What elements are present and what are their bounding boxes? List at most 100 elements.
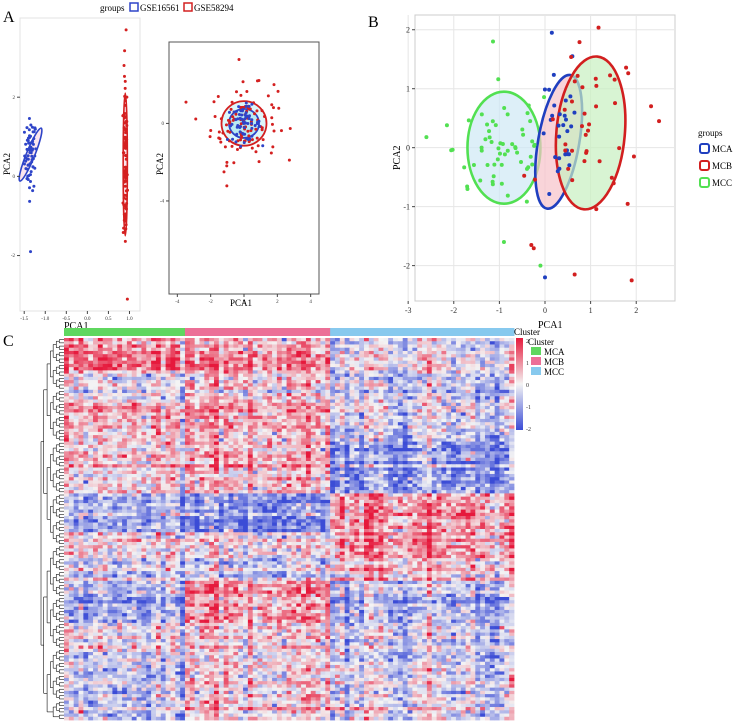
heat-cell	[364, 409, 370, 413]
heat-cell	[281, 341, 287, 345]
heat-cell	[223, 380, 229, 384]
heat-cell	[315, 360, 321, 365]
heat-cell	[247, 454, 254, 459]
heat-cell	[359, 338, 365, 342]
heat-cell	[305, 354, 312, 358]
heat-cell	[175, 380, 181, 384]
heat-cell	[349, 347, 355, 352]
heat-cell	[499, 409, 505, 413]
heat-cell	[170, 405, 176, 410]
heat-cell	[146, 461, 152, 465]
heat-cell	[267, 357, 273, 362]
heat-cell	[431, 461, 437, 465]
heat-cell	[141, 448, 147, 452]
heat-cell	[252, 457, 258, 462]
heat-cell	[489, 451, 496, 455]
point-gse58294	[123, 168, 127, 172]
heat-cell	[165, 438, 171, 442]
heat-cell	[136, 341, 142, 345]
heat-cell	[146, 396, 152, 400]
point-gse58294	[219, 117, 223, 121]
heat-cell	[417, 425, 423, 430]
heat-cell	[68, 357, 75, 362]
heat-cell	[451, 435, 457, 439]
heat-cell	[451, 428, 457, 433]
point-gse58294	[122, 126, 126, 130]
heat-cell	[509, 360, 515, 365]
heat-cell	[141, 470, 147, 475]
heat-cell	[388, 412, 394, 417]
heat-cell	[189, 477, 196, 481]
heat-cell	[465, 360, 471, 365]
heat-cell	[460, 457, 467, 462]
heat-cell	[252, 363, 258, 368]
heat-cell	[499, 435, 505, 439]
heat-cell	[151, 373, 157, 378]
heat-cell	[330, 457, 336, 462]
heat-cell	[199, 380, 205, 384]
heat-cell	[276, 441, 283, 446]
heat-cell	[334, 393, 341, 397]
heat-cell	[141, 363, 147, 368]
heat-cell	[112, 357, 118, 362]
heat-cell	[122, 370, 128, 375]
heat-cell	[83, 435, 89, 439]
heat-cell	[189, 461, 196, 465]
heat-cell	[131, 412, 137, 417]
heat-cell	[136, 464, 142, 468]
heat-cell	[320, 461, 326, 465]
heat-cell	[117, 457, 123, 462]
heat-cell	[194, 428, 200, 433]
heat-cell	[281, 438, 287, 442]
heat-cell	[107, 470, 113, 475]
heat-cell	[238, 354, 244, 358]
heat-cell	[422, 464, 428, 468]
heat-cell	[257, 347, 263, 352]
heat-cell	[397, 441, 404, 446]
heat-cell	[112, 464, 118, 468]
heat-cell	[388, 357, 394, 362]
heat-cell	[83, 448, 89, 452]
heat-cell	[88, 376, 94, 381]
heat-cell	[204, 435, 210, 439]
heat-cell	[204, 393, 210, 397]
heat-cell	[315, 370, 321, 375]
heat-cell	[407, 402, 413, 407]
heat-cell	[126, 360, 133, 365]
heat-cell	[436, 370, 442, 375]
heat-cell	[465, 467, 471, 472]
heat-cell	[320, 402, 326, 407]
heat-cell	[301, 380, 307, 384]
heat-cell	[73, 402, 79, 407]
heat-cell	[364, 477, 370, 481]
point-gse58294	[222, 170, 226, 174]
heat-cell	[315, 441, 321, 446]
heat-cell	[155, 350, 162, 355]
heat-cell	[354, 341, 360, 345]
heat-cell	[310, 441, 317, 446]
heat-cell	[441, 405, 447, 410]
point-gse58294	[213, 115, 217, 119]
heat-cell	[349, 451, 355, 455]
heat-cell	[276, 438, 283, 442]
heat-cell	[315, 367, 321, 371]
heat-cell	[272, 373, 278, 378]
heat-cell	[160, 409, 167, 413]
heat-cell	[344, 473, 350, 478]
heat-cell	[165, 457, 171, 462]
heat-cell	[233, 412, 239, 417]
heat-cell	[78, 435, 84, 439]
heat-cell	[141, 461, 147, 465]
heat-cell	[402, 402, 408, 407]
heat-cell	[291, 454, 297, 459]
heat-cell	[107, 347, 113, 352]
heat-cell	[402, 461, 408, 465]
heat-cell	[296, 367, 302, 371]
heat-cell	[180, 477, 186, 481]
heat-cell	[88, 360, 94, 365]
heat-cell	[480, 338, 486, 342]
heat-cell	[320, 415, 326, 420]
heat-cell	[281, 405, 287, 410]
heat-cell	[509, 412, 515, 417]
heat-cell	[388, 470, 394, 475]
